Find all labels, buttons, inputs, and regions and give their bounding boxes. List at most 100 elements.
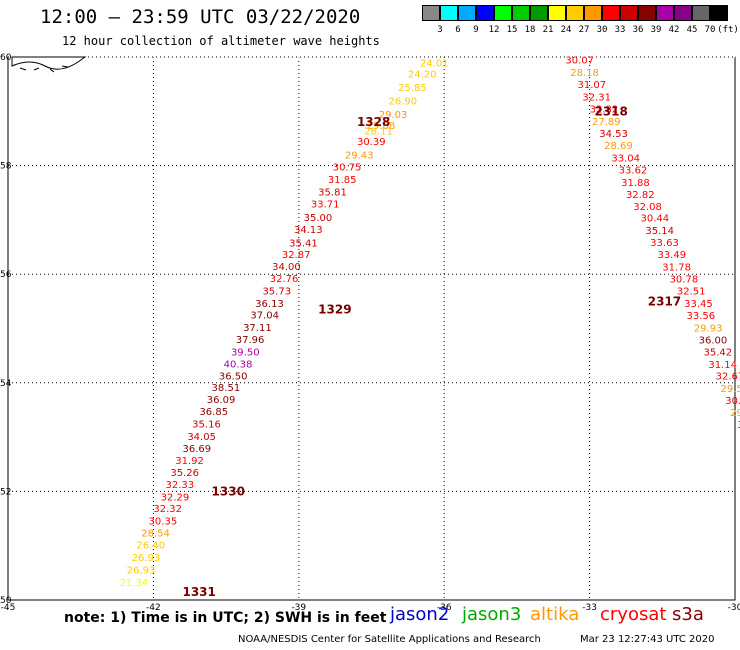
wave-height-value: 31.92 bbox=[175, 456, 204, 467]
wave-height-value: 35.41 bbox=[289, 239, 318, 250]
wave-height-value: 29.08 bbox=[367, 121, 396, 132]
wave-height-value: 37.04 bbox=[250, 310, 279, 321]
legend-swatch bbox=[674, 5, 692, 21]
wave-height-value: 32.82 bbox=[590, 105, 619, 116]
orbit-number-label: 2317 bbox=[648, 294, 681, 308]
legend-label: 36 bbox=[632, 25, 644, 35]
wave-height-value: 31.78 bbox=[662, 263, 691, 274]
wave-height-value: 32.33 bbox=[166, 480, 195, 491]
orbit-number-label: 1331 bbox=[182, 585, 215, 599]
lat-tick-label: 60 bbox=[0, 53, 12, 63]
lat-tick-label: 50 bbox=[0, 596, 12, 606]
wave-height-value: 37.11 bbox=[243, 323, 272, 334]
wave-height-value: 26.40 bbox=[136, 541, 165, 552]
wave-height-value: 33.56 bbox=[687, 311, 716, 322]
legend-swatch bbox=[476, 5, 494, 21]
wave-height-value: 30.44 bbox=[640, 214, 669, 225]
wave-height-value: 33.04 bbox=[611, 153, 640, 164]
wave-height-value: 26.11 bbox=[364, 126, 393, 137]
legend-label: 30 bbox=[596, 25, 608, 35]
legend-label: 18 bbox=[524, 25, 536, 35]
wave-height-value: 35.26 bbox=[170, 468, 199, 479]
lon-tick-label: -42 bbox=[146, 603, 161, 613]
coastline bbox=[11, 56, 87, 70]
orbit-number-label: 1330 bbox=[212, 484, 245, 498]
wave-height-value: 34.05 bbox=[187, 432, 216, 443]
legend-swatch bbox=[692, 5, 710, 21]
wave-height-value: 35.14 bbox=[645, 226, 674, 237]
wave-height-value: 32.67 bbox=[716, 372, 740, 383]
legend-swatch bbox=[440, 5, 458, 21]
orbit-number-label: 1329 bbox=[318, 302, 351, 316]
wave-height-value: 33.62 bbox=[619, 165, 648, 176]
wave-height-value: 36.69 bbox=[182, 444, 211, 455]
legend-label: 33 bbox=[614, 25, 626, 35]
page-title: 12:00 – 23:59 UTC 03/22/2020 bbox=[40, 6, 361, 28]
legend-label: 42 bbox=[668, 25, 680, 35]
lat-tick-label: 56 bbox=[0, 270, 12, 280]
legend-swatch bbox=[458, 5, 476, 21]
wave-height-value: 32.32 bbox=[153, 504, 182, 515]
wave-height-value: 29.54 bbox=[720, 384, 740, 395]
wave-height-value: 29.09 bbox=[730, 408, 740, 419]
wave-height-value: 26.93 bbox=[127, 566, 156, 577]
wave-height-value: 35.81 bbox=[318, 188, 347, 199]
lat-tick-label: 54 bbox=[0, 379, 12, 389]
timestamp-text: Mar 23 12:27:43 UTC 2020 bbox=[580, 634, 715, 645]
satellite-jason3: jason3 bbox=[462, 604, 522, 625]
wave-height-value: 35.16 bbox=[192, 420, 221, 431]
legend-swatch bbox=[710, 5, 728, 21]
lat-tick-label: 58 bbox=[0, 162, 12, 172]
lat-tick-label: 52 bbox=[0, 487, 11, 497]
wave-height-value: 30.07 bbox=[565, 56, 594, 67]
wave-height-value: 28.69 bbox=[604, 141, 633, 152]
wave-height-value: 30.39 bbox=[357, 137, 386, 148]
legend-label: 21 bbox=[542, 25, 554, 35]
legend-label: 3 bbox=[437, 25, 443, 35]
coastline-detail bbox=[19, 65, 69, 73]
legend-swatch bbox=[620, 5, 638, 21]
wave-height-value: 30.75 bbox=[333, 163, 362, 174]
wave-height-value: 29.43 bbox=[345, 151, 374, 162]
wave-height-value: 37.96 bbox=[236, 335, 265, 346]
wave-height-value: 31.07 bbox=[577, 80, 606, 91]
footer-note: note: 1) Time is in UTC; 2) SWH is in fe… bbox=[64, 610, 387, 626]
legend-swatch bbox=[602, 5, 620, 21]
legend-label: 39 bbox=[650, 25, 662, 35]
legend-label: 70 bbox=[704, 25, 716, 35]
wave-height-value: 28.54 bbox=[141, 529, 170, 540]
wave-height-value: 34.13 bbox=[294, 225, 323, 236]
wave-height-value: 33.45 bbox=[684, 299, 713, 310]
wave-height-value: 32.51 bbox=[677, 286, 706, 297]
wave-height-value: 24.01 bbox=[420, 58, 449, 69]
wave-height-value: 36.50 bbox=[219, 372, 248, 383]
wave-height-value: 29.93 bbox=[694, 323, 723, 334]
legend-label: 9 bbox=[473, 25, 479, 35]
legend-swatch bbox=[656, 5, 674, 21]
orbit-number-label: 2318 bbox=[594, 104, 627, 118]
wave-height-value: 21.34 bbox=[119, 578, 148, 589]
lon-tick-label: -45 bbox=[1, 603, 16, 613]
wave-height-value: 32.08 bbox=[633, 202, 662, 213]
legend-label: (ft) bbox=[717, 25, 739, 35]
legend-label: 27 bbox=[578, 25, 590, 35]
legend-swatch bbox=[512, 5, 530, 21]
wave-height-value: 35.42 bbox=[703, 347, 732, 358]
wave-height-value: 33.71 bbox=[311, 200, 340, 211]
legend-swatch bbox=[530, 5, 548, 21]
satellite-altika: altika bbox=[530, 604, 580, 625]
satellite-cryosat: cryosat bbox=[600, 604, 667, 625]
wave-height-value: 36.09 bbox=[207, 395, 236, 406]
wave-height-value: 36.00 bbox=[699, 335, 728, 346]
legend-swatch bbox=[494, 5, 512, 21]
wave-height-value: 31.14 bbox=[708, 360, 737, 371]
legend-swatch bbox=[566, 5, 584, 21]
legend-swatch bbox=[548, 5, 566, 21]
satellite-s3a: s3a bbox=[672, 604, 704, 625]
wave-height-value: 26.90 bbox=[388, 96, 417, 107]
wave-height-value: 32.82 bbox=[626, 190, 655, 201]
legend-label: 24 bbox=[560, 25, 572, 35]
legend-swatch bbox=[422, 5, 440, 21]
wave-height-value: 34.42 bbox=[737, 420, 740, 431]
